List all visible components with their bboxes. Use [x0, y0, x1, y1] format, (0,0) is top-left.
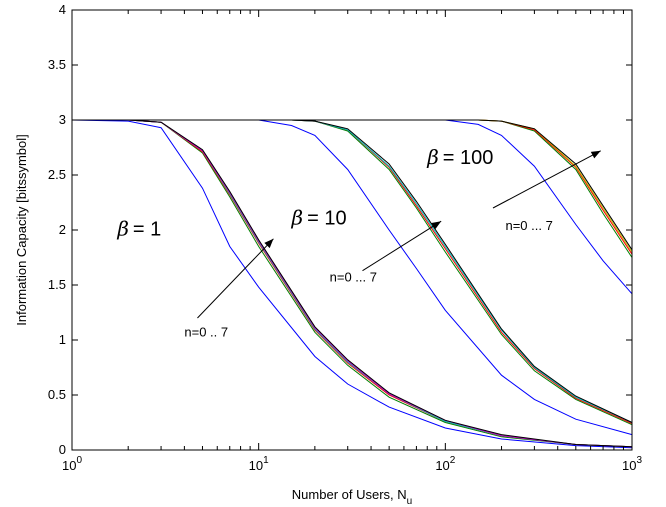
- annotation-value-0: = 1: [133, 219, 161, 241]
- x-axis-label-sub: u: [407, 496, 413, 507]
- series-layer: [71, 119, 633, 449]
- arrow-shaft-1: [362, 220, 442, 272]
- series-line-6: [72, 119, 633, 436]
- y-tick-label-1: 0.5: [48, 387, 66, 402]
- annotation-2: β = 100: [426, 145, 493, 169]
- x-tick-label-1: 101: [249, 455, 269, 473]
- x-tick-exp: 1: [263, 455, 269, 466]
- series-line-5: [72, 119, 633, 448]
- annotation-value-1: = 10: [307, 208, 346, 230]
- annotation-symbol-1: β: [291, 206, 304, 230]
- y-tick-label-0: 0: [59, 442, 66, 457]
- plot-area: [72, 10, 632, 450]
- y-tick-label-5: 2.5: [48, 167, 66, 182]
- x-axis-label: Number of Users, Nu: [292, 487, 412, 507]
- x-tick-label-2: 102: [435, 455, 455, 473]
- annotation-symbol-0: β: [116, 217, 129, 241]
- x-tick-label-0: 100: [62, 455, 82, 473]
- y-tick-label-3: 1.5: [48, 277, 66, 292]
- annotation-symbol-2: β: [426, 145, 439, 169]
- y-tick-label-8: 4: [59, 2, 66, 17]
- series-line-15: [72, 119, 633, 251]
- arrow-head-2: [590, 150, 601, 159]
- x-tick-base: 10: [62, 458, 76, 473]
- arrow-layer: [197, 150, 601, 319]
- y-tick-label-7: 3.5: [48, 57, 66, 72]
- arrow-head-1: [431, 221, 442, 230]
- arrow-head-0: [264, 238, 274, 249]
- x-axis-ticks: 100 101 102 103: [62, 10, 642, 473]
- arrow-shaft-0: [197, 238, 274, 319]
- y-tick-label-6: 3: [59, 112, 66, 127]
- annotation-4: n=0 ... 7: [330, 270, 377, 285]
- x-tick-exp: 2: [450, 455, 456, 466]
- x-tick-label-3: 103: [622, 455, 642, 473]
- annotation-5: n=0 ... 7: [505, 218, 552, 233]
- annotation-1: β = 10: [291, 206, 347, 230]
- x-tick-base: 10: [249, 458, 263, 473]
- x-axis-label-main: Number of Users, N: [292, 487, 407, 502]
- arrow-shaft-2: [492, 150, 601, 209]
- annotation-0: β = 1: [116, 217, 161, 241]
- annotation-3: n=0 .. 7: [184, 325, 228, 340]
- series-line-0: [71, 119, 633, 449]
- x-tick-base: 10: [435, 458, 449, 473]
- annotation-value-2: = 100: [443, 147, 494, 169]
- series-line-11: [72, 119, 633, 295]
- x-tick-exp: 0: [76, 455, 82, 466]
- y-tick-label-4: 2: [59, 222, 66, 237]
- x-tick-exp: 3: [636, 455, 642, 466]
- x-tick-base: 10: [622, 458, 636, 473]
- y-axis-label: Information Capacity [bitssymbol]: [14, 134, 29, 325]
- y-axis-ticks: 0 0.5 1 1.5 2 2.5 3 3.5 4: [48, 2, 632, 457]
- y-tick-label-2: 1: [59, 332, 66, 347]
